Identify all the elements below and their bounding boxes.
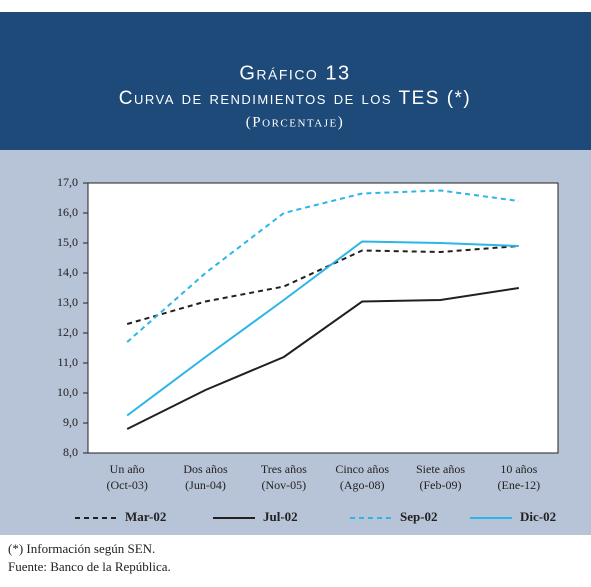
y-tick-label: 15,0	[57, 235, 78, 249]
y-tick-label: 11,0	[57, 355, 78, 369]
x-tick-label-period: (Ene-12)	[498, 478, 541, 492]
x-tick-label-period: (Jun-04)	[185, 478, 226, 492]
y-tick-label: 16,0	[57, 205, 78, 219]
chart-subtitle: Curva de rendimientos de los TES (*)	[119, 88, 472, 109]
y-tick-label: 9,0	[63, 415, 78, 429]
header-band	[0, 12, 591, 150]
y-tick-label: 14,0	[57, 265, 78, 279]
chart-title: Gráfico 13	[239, 62, 350, 84]
x-tick-label: Tres años	[261, 462, 307, 476]
unit-note: (Porcentaje)	[246, 114, 344, 130]
x-tick-label: 10 años	[500, 462, 537, 476]
plot-area	[87, 182, 559, 454]
series-line	[126, 287, 519, 430]
x-tick-label: Dos años	[183, 462, 228, 476]
x-tick-label-period: (Oct-03)	[107, 478, 148, 492]
x-tick-label: Un año	[110, 462, 145, 476]
legend-label: Jul-02	[263, 509, 298, 524]
series-line	[126, 189, 519, 343]
x-tick-label: Siete años	[416, 462, 465, 476]
legend-label: Dic-02	[520, 509, 556, 524]
source-note: Fuente: Banco de la República.	[8, 559, 171, 574]
y-tick-label: 8,0	[63, 445, 78, 459]
x-tick-label-period: (Feb-09)	[420, 478, 462, 492]
x-tick-label: Cinco años	[335, 462, 389, 476]
x-tick-label-period: (Nov-05)	[262, 478, 307, 492]
x-tick-label-period: (Ago-08)	[340, 478, 385, 492]
y-tick-label: 13,0	[57, 295, 78, 309]
series-line	[126, 240, 519, 417]
y-tick-label: 12,0	[57, 325, 78, 339]
y-tick-label: 17,0	[57, 175, 78, 189]
legend-label: Sep-02	[400, 509, 438, 524]
y-tick-label: 10,0	[57, 385, 78, 399]
footnote: (*) Información según SEN.	[8, 541, 155, 556]
legend-label: Mar-02	[125, 509, 166, 524]
series-line	[126, 245, 519, 325]
